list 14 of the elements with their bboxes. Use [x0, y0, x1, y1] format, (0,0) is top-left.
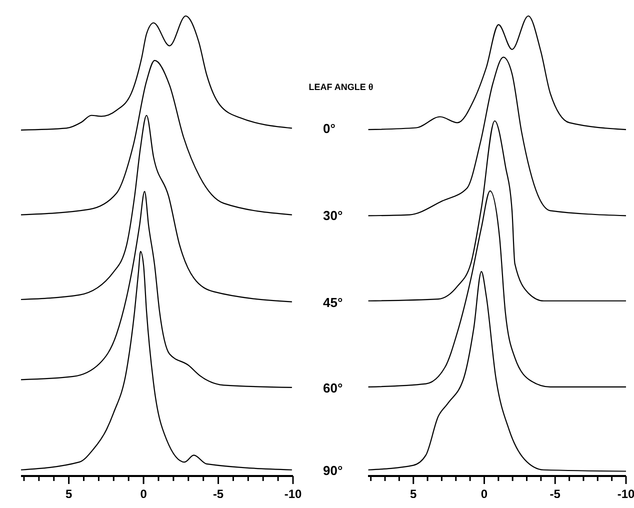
text: 60°	[323, 380, 343, 396]
x-tick-label: 5	[410, 487, 418, 501]
x-tick-label: -5	[212, 487, 224, 501]
x-tick-label: 0	[480, 487, 488, 501]
x-tick-label: 0	[140, 487, 148, 501]
x-tick-label: 5	[65, 487, 72, 501]
text: 0°	[323, 121, 336, 136]
legend-title: LEAF ANGLE θ	[308, 82, 374, 92]
text: 45°	[323, 294, 343, 310]
x-tick-label: -10	[284, 487, 302, 501]
text: 30°	[323, 208, 343, 223]
x-tick-label: -10	[617, 487, 634, 501]
text: 90°	[323, 462, 343, 478]
x-tick-label: -5	[550, 487, 561, 501]
